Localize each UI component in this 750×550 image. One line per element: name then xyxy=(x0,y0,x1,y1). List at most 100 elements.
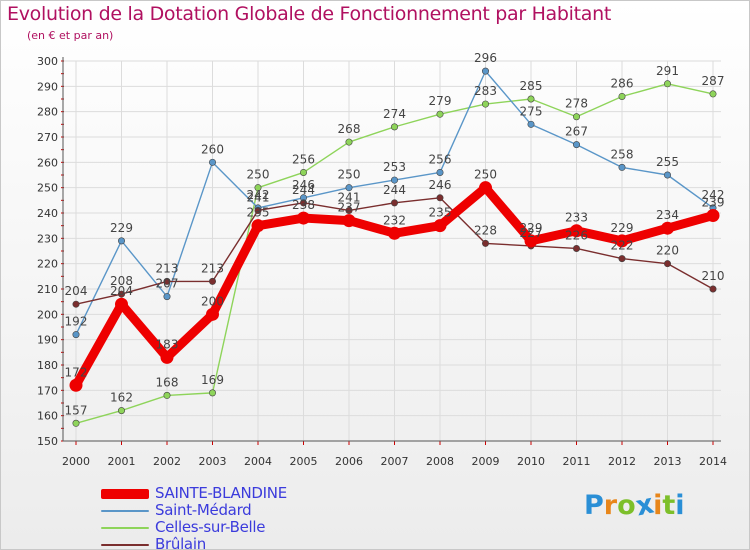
data-label: 285 xyxy=(520,79,543,93)
data-point xyxy=(663,260,671,268)
data-point xyxy=(661,221,674,235)
legend-swatch xyxy=(101,526,149,529)
data-label: 246 xyxy=(429,178,452,192)
data-point xyxy=(118,290,126,298)
data-point xyxy=(163,391,171,399)
data-label: 274 xyxy=(383,107,406,121)
data-point xyxy=(206,307,219,321)
x-tick-label: 2012 xyxy=(608,455,636,468)
data-point xyxy=(72,419,80,427)
data-point xyxy=(254,206,262,214)
legend-swatch xyxy=(101,488,149,499)
legend-item: Celles-sur-Belle xyxy=(101,519,287,536)
data-label: 244 xyxy=(383,183,406,197)
data-point xyxy=(69,378,83,392)
data-point xyxy=(345,206,353,214)
data-point xyxy=(481,67,489,75)
y-tick-label: 170 xyxy=(37,384,58,397)
data-label: 183 xyxy=(156,337,179,351)
x-tick-label: 2005 xyxy=(290,455,318,468)
data-label: 229 xyxy=(611,221,634,235)
x-tick-label: 2007 xyxy=(381,455,409,468)
y-tick-label: 260 xyxy=(37,156,58,169)
data-point xyxy=(345,184,353,192)
data-point xyxy=(572,113,580,121)
x-tick-label: 2006 xyxy=(335,455,363,468)
data-label: 208 xyxy=(110,274,133,288)
data-label: 286 xyxy=(611,76,634,90)
data-label: 296 xyxy=(474,51,497,65)
legend-item: Saint-Médard xyxy=(101,502,287,519)
data-label: 213 xyxy=(156,261,179,275)
x-tick-label: 2001 xyxy=(108,455,136,468)
data-label: 229 xyxy=(110,221,133,235)
legend: SAINTE-BLANDINE Saint-Médard Celles-sur-Be… xyxy=(101,485,287,549)
data-label: 255 xyxy=(656,155,679,169)
logo-letter: i xyxy=(675,490,685,521)
x-tick-label: 2000 xyxy=(62,455,90,468)
legend-label: SAINTE-BLANDINE xyxy=(155,484,287,502)
y-tick-label: 280 xyxy=(37,106,58,119)
data-point xyxy=(524,234,538,248)
data-label: 241 xyxy=(338,190,361,204)
data-label: 234 xyxy=(656,208,679,222)
proxiti-logo: Proxiti xyxy=(584,489,685,523)
data-label: 242 xyxy=(702,188,725,202)
data-label: 226 xyxy=(565,228,588,242)
legend-item: SAINTE-BLANDINE xyxy=(101,485,287,502)
logo-letter: r xyxy=(603,490,618,521)
data-point xyxy=(709,90,717,98)
data-point xyxy=(388,226,401,240)
data-label: 207 xyxy=(156,277,179,291)
y-tick-label: 220 xyxy=(37,258,58,271)
x-tick-label: 2009 xyxy=(472,455,500,468)
data-point xyxy=(572,244,580,252)
x-tick-label: 2010 xyxy=(517,455,545,468)
data-label: 169 xyxy=(201,373,224,387)
y-tick-label: 210 xyxy=(37,283,58,296)
data-label: 279 xyxy=(429,94,452,108)
data-point xyxy=(209,277,217,285)
y-tick-label: 190 xyxy=(37,334,58,347)
data-point xyxy=(163,293,171,301)
data-point xyxy=(481,100,489,108)
data-label: 235 xyxy=(429,206,452,220)
data-point xyxy=(570,224,583,238)
data-point xyxy=(299,168,307,176)
data-point xyxy=(436,168,444,176)
data-label: 204 xyxy=(65,284,88,298)
y-tick-label: 240 xyxy=(37,207,58,220)
y-tick-label: 200 xyxy=(37,308,58,321)
y-tick-label: 290 xyxy=(37,80,58,93)
data-point xyxy=(572,141,580,149)
data-point xyxy=(527,120,535,128)
y-tick-label: 150 xyxy=(37,435,58,448)
data-label: 228 xyxy=(474,223,497,237)
data-label: 291 xyxy=(656,64,679,78)
data-label: 220 xyxy=(656,244,679,258)
logo-letter: o xyxy=(617,490,636,521)
data-label: 283 xyxy=(474,84,497,98)
data-point xyxy=(706,209,720,223)
data-point xyxy=(118,237,126,245)
y-tick-label: 180 xyxy=(37,359,58,372)
data-label: 237 xyxy=(338,201,361,215)
data-label: 232 xyxy=(383,213,406,227)
data-label: 260 xyxy=(201,142,224,156)
data-point xyxy=(527,95,535,103)
data-label: 253 xyxy=(383,160,406,174)
logo-letter: P xyxy=(584,490,604,521)
data-label: 258 xyxy=(611,147,634,161)
chart-title: Evolution de la Dotation Globale de Fonc… xyxy=(7,3,612,25)
data-label: 267 xyxy=(565,125,588,139)
data-label: 268 xyxy=(338,122,361,136)
data-point xyxy=(297,211,310,225)
y-tick-label: 160 xyxy=(37,410,58,423)
data-point xyxy=(72,331,80,339)
data-label: 256 xyxy=(429,152,452,166)
data-point xyxy=(163,277,171,285)
data-point xyxy=(72,300,80,308)
data-point xyxy=(481,239,489,247)
data-label: 256 xyxy=(292,152,315,166)
